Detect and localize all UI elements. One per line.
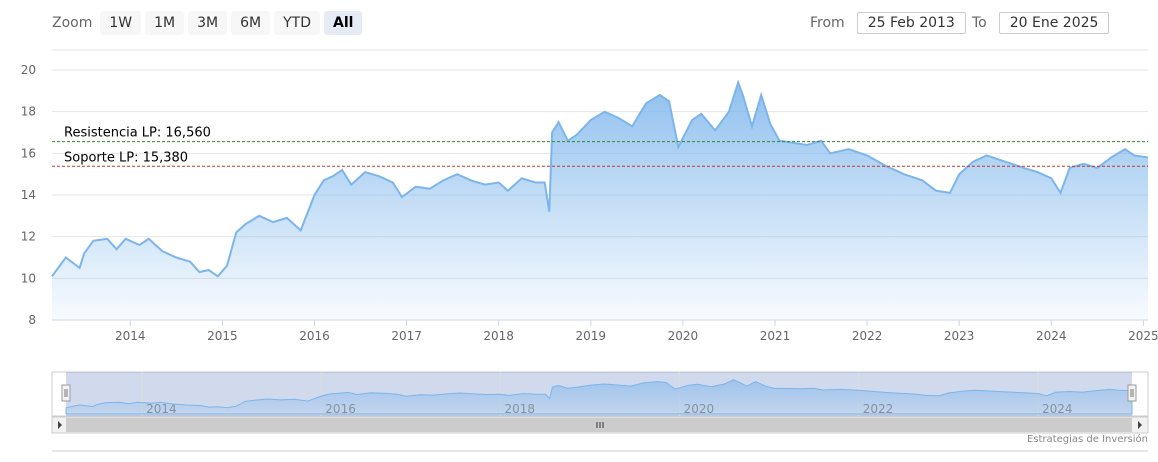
navigator[interactable]: 201420162018202020222024 — [51, 371, 1149, 417]
reference-line-label: Soporte LP: 15,380 — [64, 150, 188, 165]
x-tick-label: 2014 — [115, 329, 146, 343]
zoom-all-button[interactable]: All — [324, 11, 363, 35]
from-label: From — [810, 15, 845, 31]
x-tick-label: 2022 — [852, 329, 883, 343]
zoom-1w-button[interactable]: 1W — [100, 11, 142, 35]
price-area — [52, 82, 1148, 320]
zoom-label: Zoom — [52, 15, 93, 31]
zoom-3m-button[interactable]: 3M — [188, 11, 228, 35]
y-tick-label: 18 — [21, 105, 36, 119]
y-axis-labels: 8 10 12 14 16 18 20 — [21, 63, 36, 327]
x-tick-label: 2017 — [391, 329, 422, 343]
x-tick-label: 2015 — [207, 329, 238, 343]
x-tick-label: 2025 — [1128, 329, 1158, 343]
scroll-left-arrow-icon[interactable] — [58, 421, 62, 429]
y-tick-label: 20 — [21, 63, 36, 77]
zoom-6m-button[interactable]: 6M — [231, 11, 271, 35]
navigator-series — [65, 379, 1133, 415]
to-date-input[interactable]: 20 Ene 2025 — [998, 12, 1110, 34]
y-tick-label: 12 — [21, 230, 36, 244]
navigator-left-handle[interactable] — [61, 384, 71, 402]
y-tick-label: 16 — [21, 146, 36, 160]
scroll-right-arrow-icon[interactable] — [1138, 421, 1142, 429]
range-from: From 25 Feb 2013 — [810, 11, 966, 35]
reference-lines: Resistencia LP: 16,560 Soporte LP: 15,380 — [52, 126, 1148, 167]
y-tick-label: 10 — [21, 271, 36, 285]
x-tick-label: 2019 — [576, 329, 607, 343]
price-line — [51, 79, 1149, 278]
x-tick-label: 2024 — [1036, 329, 1067, 343]
to-label: To — [972, 15, 987, 31]
zoom-1m-button[interactable]: 1M — [145, 11, 185, 35]
range-to: To 20 Ene 2025 — [972, 11, 1110, 35]
x-tick-label: 2021 — [760, 329, 791, 343]
y-tick-label: 8 — [28, 313, 36, 327]
y-tick-label: 14 — [21, 188, 36, 202]
from-date-input[interactable]: 25 Feb 2013 — [856, 12, 966, 34]
navigator-right-handle[interactable] — [1127, 384, 1137, 402]
zoom-toolbar: Zoom 1W 1M 3M 6M YTD All — [52, 10, 366, 36]
x-tick-label: 2016 — [299, 329, 330, 343]
credits-text: Estrategias de Inversión — [1027, 434, 1148, 445]
reference-line-label: Resistencia LP: 16,560 — [64, 126, 211, 141]
zoom-ytd-button[interactable]: YTD — [274, 11, 320, 35]
scrollbar-thumb[interactable] — [66, 418, 1132, 432]
x-tick-label: 2023 — [944, 329, 975, 343]
x-tick-label: 2020 — [668, 329, 699, 343]
x-tick-label: 2018 — [483, 329, 514, 343]
x-axis-labels: 2014 2015 2016 2017 2018 2019 2020 2021 2022 2023… — [115, 320, 1158, 343]
scrollbar[interactable] — [51, 416, 1149, 434]
